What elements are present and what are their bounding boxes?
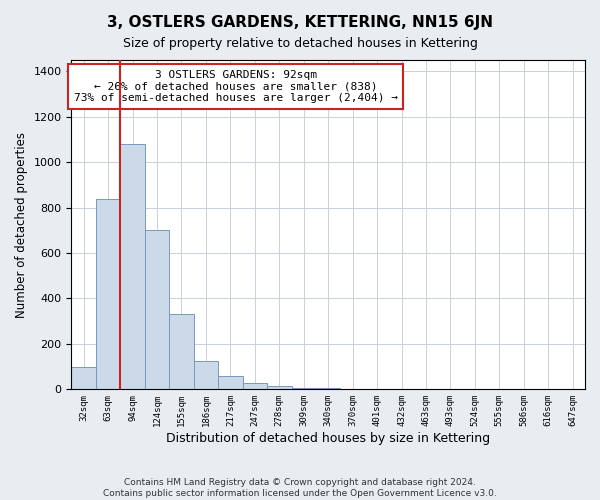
- Text: 3, OSTLERS GARDENS, KETTERING, NN15 6JN: 3, OSTLERS GARDENS, KETTERING, NN15 6JN: [107, 15, 493, 30]
- Bar: [71, 366, 96, 390]
- Bar: [121, 144, 145, 390]
- Bar: [316, 388, 340, 390]
- Text: 3 OSTLERS GARDENS: 92sqm
← 26% of detached houses are smaller (838)
73% of semi-: 3 OSTLERS GARDENS: 92sqm ← 26% of detach…: [74, 70, 398, 103]
- Bar: [194, 361, 218, 390]
- X-axis label: Distribution of detached houses by size in Kettering: Distribution of detached houses by size …: [166, 432, 490, 445]
- Bar: [145, 230, 169, 390]
- Y-axis label: Number of detached properties: Number of detached properties: [15, 132, 28, 318]
- Bar: [242, 382, 267, 390]
- Bar: [292, 388, 316, 390]
- Bar: [96, 199, 121, 390]
- Bar: [267, 386, 292, 390]
- Text: Size of property relative to detached houses in Kettering: Size of property relative to detached ho…: [122, 38, 478, 51]
- Bar: [169, 314, 194, 390]
- Text: Contains HM Land Registry data © Crown copyright and database right 2024.
Contai: Contains HM Land Registry data © Crown c…: [103, 478, 497, 498]
- Bar: [218, 376, 242, 390]
